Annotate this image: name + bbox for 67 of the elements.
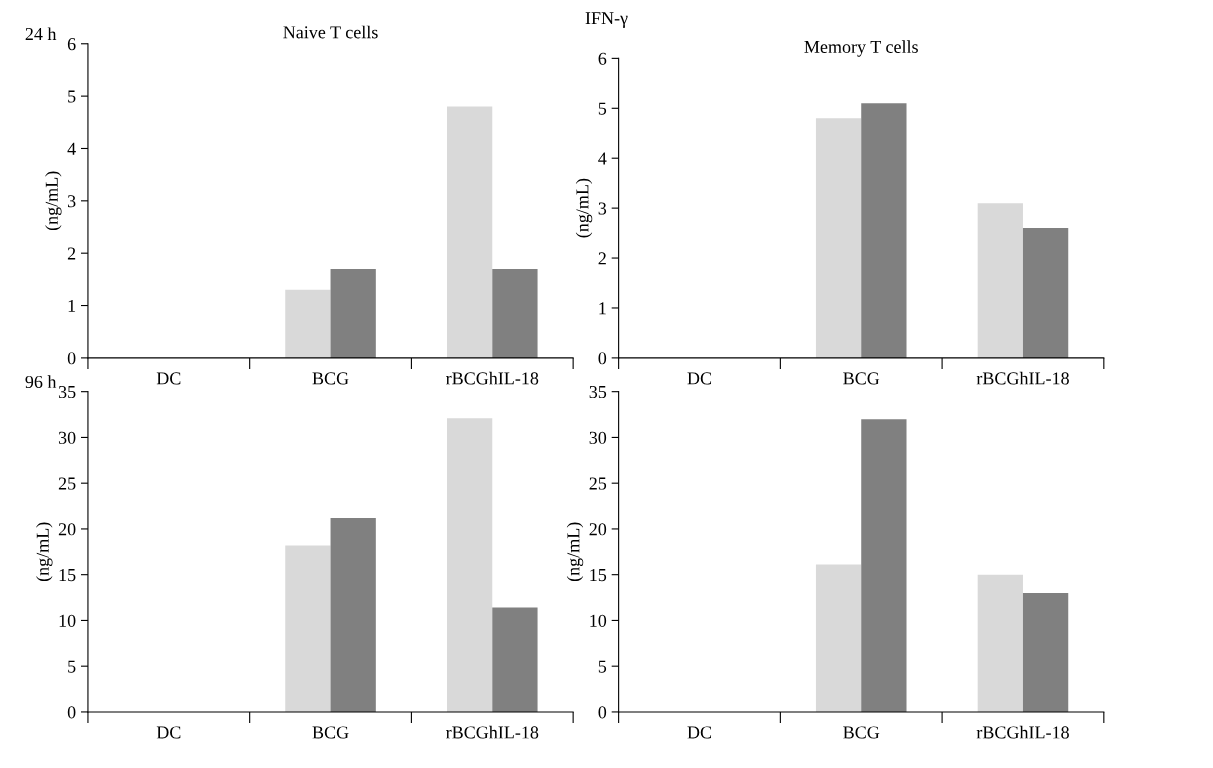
bar	[977, 203, 1023, 358]
y-tick-label: 0	[598, 352, 607, 365]
y-axis-title: (ng/mL)	[575, 178, 593, 238]
bar	[330, 268, 376, 358]
bar	[446, 106, 493, 358]
bar	[861, 419, 907, 712]
text: 24 h	[25, 27, 57, 40]
x-tick-label: BCG	[843, 372, 880, 385]
y-tick-label: 15	[59, 569, 76, 582]
y-tick-label: 25	[589, 477, 607, 490]
text: IFN-γ	[585, 12, 628, 28]
bar	[1022, 592, 1069, 712]
y-tick-label: 5	[598, 660, 607, 673]
y-tick-label: 6	[598, 52, 607, 65]
y-tick-label: 6	[67, 38, 76, 51]
bar	[492, 607, 538, 712]
x-tick-label: BCG	[312, 372, 349, 385]
chart-title: Naive T cells	[283, 25, 378, 39]
bar	[285, 545, 331, 712]
y-tick-label: 5	[598, 102, 607, 115]
y-axis-title: (ng/mL)	[566, 522, 584, 582]
y-tick-label: 0	[67, 352, 76, 365]
y-tick-label: 2	[67, 247, 76, 260]
x-tick-label: BCG	[312, 726, 349, 739]
bar	[861, 103, 907, 358]
y-tick-label: 0	[67, 706, 76, 719]
y-tick-label: 20	[589, 523, 607, 536]
x-tick-label: BCG	[843, 726, 880, 739]
y-tick-label: 3	[598, 202, 607, 215]
y-tick-label: 5	[68, 90, 76, 103]
bar	[815, 564, 862, 712]
y-tick-label: 4	[598, 152, 607, 165]
bar	[977, 574, 1023, 712]
y-axis-title: (ng/mL)	[36, 522, 53, 582]
text: 96 h	[25, 375, 57, 389]
y-tick-label: 35	[58, 385, 76, 399]
bar	[492, 268, 538, 358]
bar	[330, 517, 376, 712]
y-tick-label: 20	[58, 523, 76, 536]
y-tick-label: 35	[589, 385, 607, 399]
bar	[285, 289, 331, 358]
y-axis-title: (ng/mL)	[45, 171, 62, 231]
y-tick-label: 4	[67, 142, 76, 155]
x-tick-label: DC	[687, 372, 712, 385]
x-tick-label: DC	[156, 372, 181, 385]
x-tick-label: rBCGhIL-18	[446, 725, 539, 739]
y-tick-label: 10	[59, 614, 76, 627]
x-tick-label: rBCGhIL-18	[976, 371, 1069, 385]
chart-title: Memory T cells	[804, 40, 918, 57]
y-tick-label: 30	[589, 431, 607, 444]
y-tick-label: 30	[58, 431, 76, 444]
y-tick-label: 1	[68, 299, 76, 312]
x-tick-label: DC	[156, 726, 181, 739]
y-tick-label: 25	[58, 477, 76, 490]
y-tick-label: 3	[67, 195, 76, 208]
bar	[815, 118, 862, 358]
x-tick-label: rBCGhIL-18	[446, 371, 539, 385]
y-tick-label: 2	[598, 252, 606, 265]
bar	[1022, 228, 1069, 358]
y-tick-label: 1	[599, 302, 606, 315]
bar	[446, 418, 493, 712]
y-tick-label: 0	[598, 706, 607, 719]
y-tick-label: 10	[590, 614, 607, 627]
y-tick-label: 5	[68, 660, 76, 673]
x-tick-label: rBCGhIL-18	[976, 725, 1069, 739]
x-tick-label: DC	[687, 726, 712, 739]
y-tick-label: 15	[590, 569, 607, 582]
